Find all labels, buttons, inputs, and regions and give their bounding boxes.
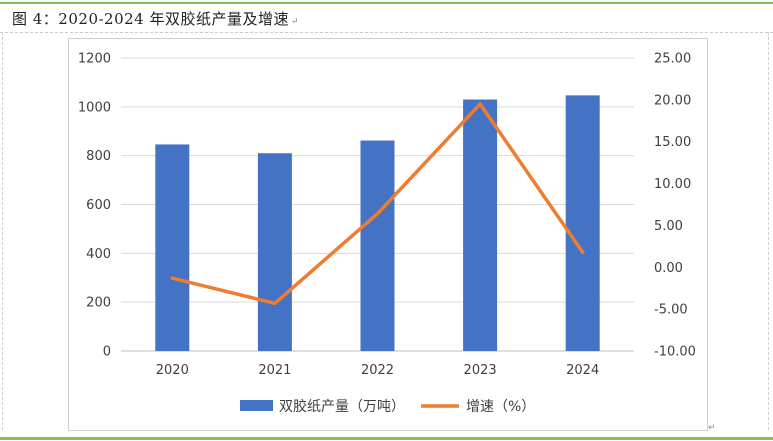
chart-legend: 双胶纸产量（万吨） 增速（%） [240, 398, 535, 415]
legend-bar-label: 双胶纸产量（万吨） [279, 398, 405, 415]
y-tick-label: 1000 [78, 100, 111, 115]
y2-tick-label: 0.00 [654, 261, 683, 276]
end-paragraph-mark: ↵ [708, 423, 716, 433]
legend-line-label: 增速（%） [466, 399, 535, 415]
bar [155, 144, 190, 351]
frame-line-right [768, 32, 769, 430]
bottom-green-rule [0, 437, 773, 440]
y2-tick-label: 20.00 [654, 93, 691, 108]
y2-tick-label: 15.00 [654, 135, 691, 150]
growth-line [170, 102, 585, 306]
paragraph-mark: ↵ [291, 17, 300, 27]
x-tick-label: 2023 [464, 363, 497, 378]
chart-container: 0 200 400 600 800 1000 1200 -10.00 -5.00 0.00 5.0… [68, 38, 708, 431]
y2-tick-label: -5.00 [654, 303, 688, 318]
legend-bar-swatch [240, 400, 273, 411]
figure-title: 图 4：2020-2024 年双胶纸产量及增速 [12, 10, 289, 28]
line-series [170, 102, 585, 306]
y2-tick-label: 25.00 [654, 52, 691, 67]
x-axis-ticks: 2020 2021 2022 2023 2024 [156, 363, 599, 378]
bar [565, 95, 600, 351]
caption-divider [0, 32, 773, 33]
y-tick-label: 200 [86, 296, 111, 311]
y2-tick-label: 5.00 [654, 219, 683, 234]
y-tick-label: 400 [86, 247, 111, 262]
x-tick-label: 2021 [258, 363, 291, 378]
bar [463, 99, 498, 351]
y-tick-label: 800 [86, 149, 111, 164]
x-tick-label: 2020 [156, 363, 189, 378]
x-tick-label: 2024 [566, 363, 599, 378]
y-tick-label: 1200 [78, 52, 111, 67]
y2-tick-label: 10.00 [654, 177, 691, 192]
right-axis-ticks: -10.00 -5.00 0.00 5.00 10.00 15.00 20.00 25.00 [654, 52, 696, 360]
y2-tick-label: -10.00 [654, 345, 696, 360]
left-axis-ticks: 0 200 400 600 800 1000 1200 [78, 52, 111, 360]
x-tick-label: 2022 [361, 363, 394, 378]
combo-chart: 0 200 400 600 800 1000 1200 -10.00 -5.00 0.00 5.0… [78, 52, 696, 416]
figure-caption: 图 4：2020-2024 年双胶纸产量及增速 ↵ [12, 8, 299, 29]
top-green-rule [0, 2, 773, 4]
y-tick-label: 0 [103, 345, 111, 360]
bar-series [155, 95, 600, 351]
bar [360, 140, 395, 351]
frame-line-left [2, 32, 3, 430]
y-tick-label: 600 [86, 198, 111, 213]
bar [257, 153, 292, 351]
